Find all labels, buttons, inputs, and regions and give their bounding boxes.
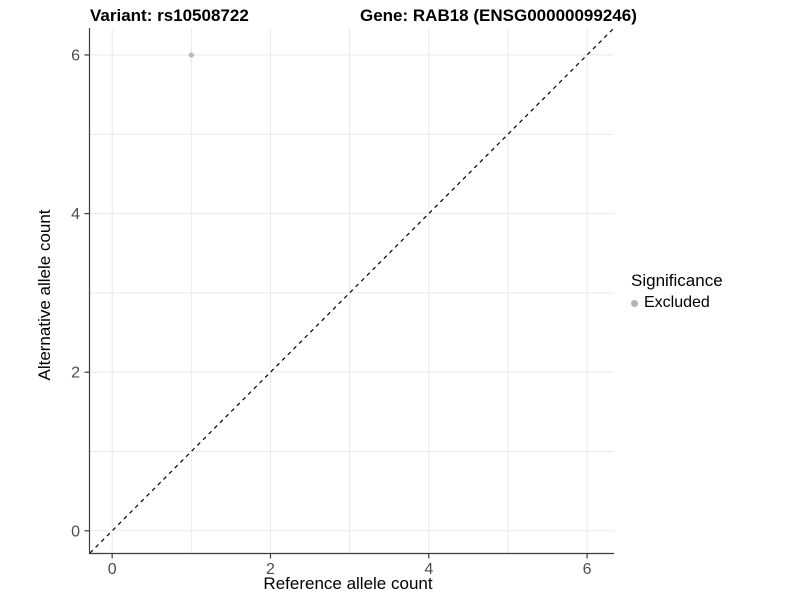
legend-item-excluded: Excluded <box>631 294 723 312</box>
legend-title: Significance <box>631 271 723 290</box>
identity-line <box>89 27 615 554</box>
x-axis-title: Reference allele count <box>263 574 433 593</box>
data-point-0 <box>188 52 194 58</box>
y-axis-title: Alternative allele count <box>35 209 54 381</box>
y-tick-label-4: 4 <box>71 206 80 223</box>
plot-title-variant: Variant: rs10508722 <box>90 6 249 25</box>
x-tick-label-2: 2 <box>266 561 275 578</box>
x-tick-label-6: 6 <box>583 561 592 578</box>
legend-item-label: Excluded <box>644 294 710 311</box>
legend-point-icon <box>631 299 638 307</box>
y-tick-label-2: 2 <box>71 365 80 382</box>
y-tick-label-0: 0 <box>71 523 80 540</box>
plot-title-gene: Gene: RAB18 (ENSG00000099246) <box>360 6 637 25</box>
x-tick-label-4: 4 <box>424 561 433 578</box>
legend: Significance Excluded <box>631 271 723 312</box>
x-tick-label-0: 0 <box>108 561 117 578</box>
y-tick-label-6: 6 <box>71 47 80 64</box>
